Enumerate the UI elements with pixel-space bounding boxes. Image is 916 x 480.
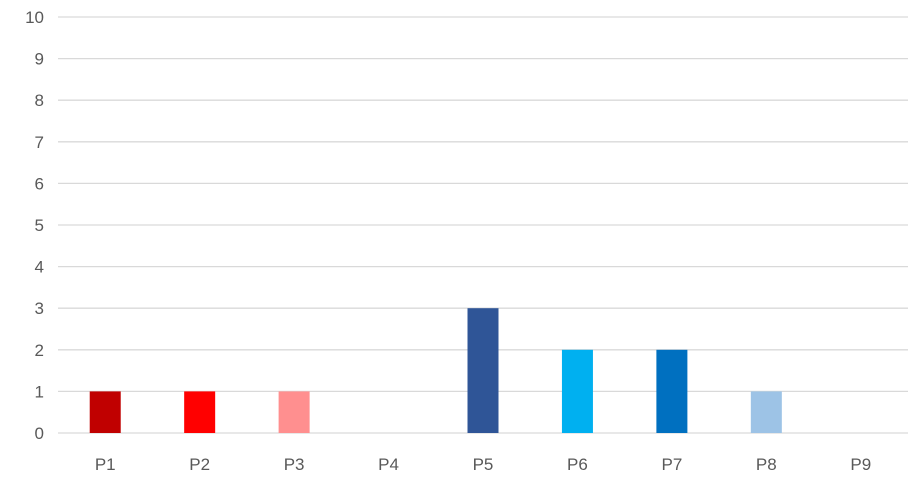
x-tick-label-p5: P5 [473,455,494,474]
bars [89,308,782,433]
y-tick-label: 3 [35,299,44,318]
y-tick-label: 10 [25,8,44,27]
bar-p7 [656,349,688,433]
bar-p2 [184,391,216,433]
bar-p6 [561,349,593,433]
y-tick-label: 7 [35,133,44,152]
bar-p1 [89,391,121,433]
x-tick-label-p1: P1 [95,455,116,474]
y-tick-label: 2 [35,341,44,360]
y-tick-label: 8 [35,91,44,110]
x-tick-label-p7: P7 [661,455,682,474]
x-tick-label-p3: P3 [284,455,305,474]
x-tick-label-p4: P4 [378,455,399,474]
y-tick-label: 9 [35,50,44,69]
x-tick-label-p8: P8 [756,455,777,474]
x-tick-label-p6: P6 [567,455,588,474]
y-tick-label: 1 [35,382,44,401]
x-tick-label-p9: P9 [850,455,871,474]
x-axis-ticks: P1 P2 P3 P4 P5 P6 P7 P8 P9 [95,455,871,474]
x-tick-label-p2: P2 [189,455,210,474]
y-tick-label: 5 [35,216,44,235]
bar-p5 [467,308,499,433]
y-tick-label: 0 [35,424,44,443]
bar-p8 [750,391,782,433]
y-axis-ticks: 0 1 2 3 4 5 6 7 8 9 10 [25,8,44,443]
y-tick-label: 6 [35,174,44,193]
bar-p3 [278,391,310,433]
y-tick-label: 4 [35,258,44,277]
